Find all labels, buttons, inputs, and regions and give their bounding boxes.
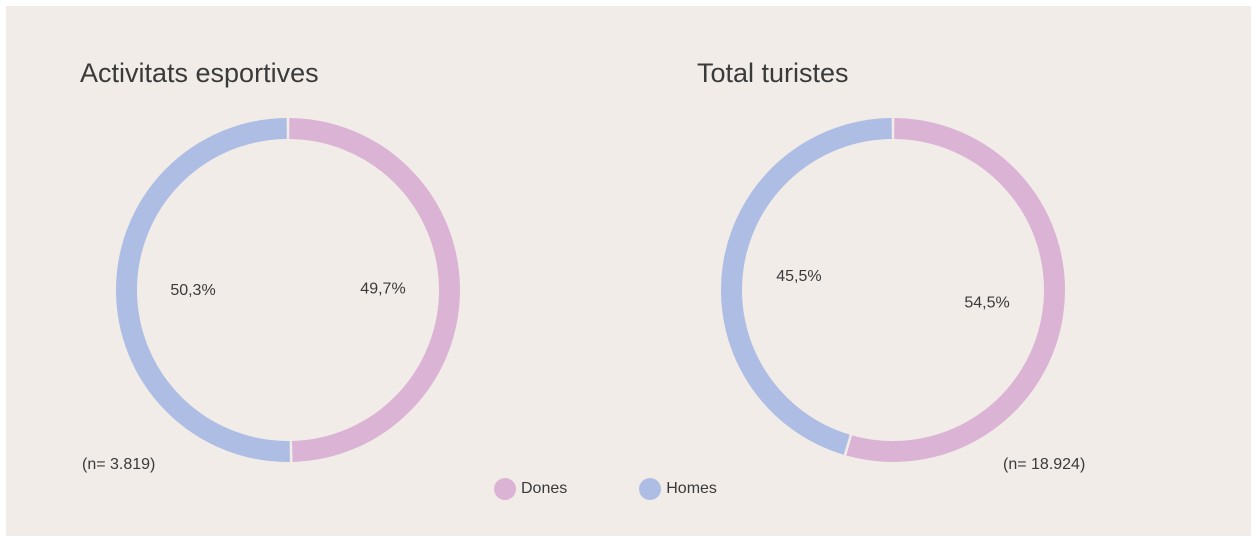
legend-swatch-dones (494, 478, 516, 500)
legend-swatch-homes (639, 478, 662, 500)
legend: Dones Homes (494, 478, 789, 500)
data-label-dones: 49,7% (360, 280, 405, 297)
donut-slice-dones (289, 118, 460, 462)
legend-item-homes: Homes (639, 478, 717, 500)
sample-size-activitats: (n= 3.819) (82, 456, 156, 473)
sample-size-total-turistes: (n= 18.924) (1003, 456, 1086, 473)
chart-title-total-turistes: Total turistes (697, 58, 849, 88)
data-label-homes: 50,3% (170, 282, 215, 299)
data-label-homes: 45,5% (776, 268, 821, 285)
legend-label-homes: Homes (666, 480, 717, 497)
data-label-dones: 54,5% (964, 295, 1009, 312)
legend-item-dones: Dones (494, 478, 567, 500)
legend-label-dones: Dones (521, 480, 568, 497)
donut-chart-activitats: 49,7% 50,3% (115, 118, 460, 462)
donut-slice-homes (115, 118, 290, 462)
donut-slice-dones (846, 118, 1065, 462)
donut-chart-total-turistes: 54,5% 45,5% (721, 118, 1065, 462)
donut-slice-homes (721, 118, 892, 455)
chart-title-activitats: Activitats esportives (80, 58, 319, 88)
